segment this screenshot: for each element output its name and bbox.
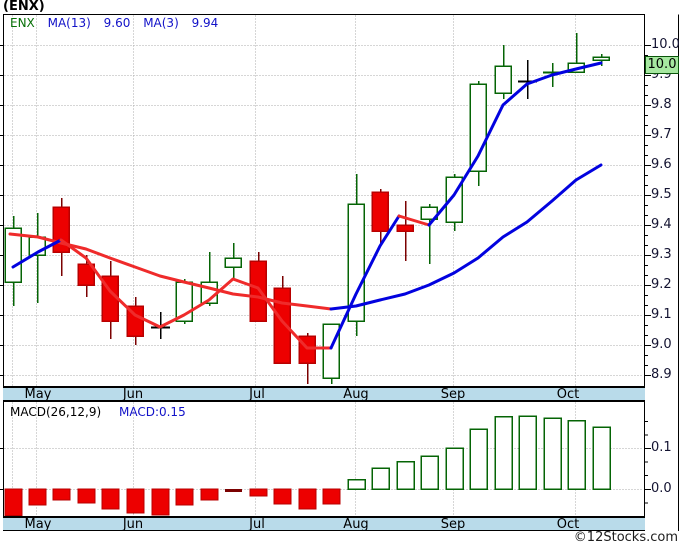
candle-body-down <box>273 287 291 364</box>
macd-bar-negative <box>126 488 145 514</box>
page-title: (ENX) <box>3 0 45 14</box>
macd-bar-negative <box>77 488 96 504</box>
macd-bar-positive <box>518 415 537 490</box>
price-y-label: 9.2 <box>651 277 672 292</box>
current-price-marker: 10.0 <box>645 56 679 74</box>
macd-bar-positive <box>469 428 488 490</box>
candle-body-up <box>347 203 365 322</box>
macd-bar-positive <box>371 467 390 490</box>
macd-bar-negative <box>175 488 194 506</box>
macd-bar-positive <box>567 420 586 490</box>
macd-bar-negative <box>52 488 71 501</box>
candle-body-down <box>126 305 144 337</box>
macd-bar-negative <box>273 488 292 505</box>
macd-bar-negative <box>249 488 268 497</box>
price-y-label: 9.1 <box>651 307 672 322</box>
macd-bar-positive <box>396 461 415 490</box>
candle-body-up <box>592 56 610 61</box>
macd-bar-negative <box>151 488 170 516</box>
month-label-may: May <box>24 387 52 402</box>
legend-ma13-label: MA(13) <box>47 16 91 30</box>
month-label-aug: Aug <box>343 387 369 402</box>
macd-bar-negative <box>200 488 219 501</box>
candle-body-up <box>420 206 438 220</box>
price-y-label: 9.4 <box>651 217 672 232</box>
macd-bar-negative <box>322 488 341 505</box>
macd-bar-negative <box>4 488 23 517</box>
macd-y-label: 0.1 <box>651 440 672 455</box>
price-y-label: 10.0 <box>651 37 680 52</box>
watermark-credit: ©12Stocks.com <box>573 530 678 545</box>
macd-bar-negative <box>28 488 47 506</box>
price-panel-border <box>3 14 645 387</box>
price-y-label: 8.9 <box>651 367 672 382</box>
legend-symbol: ENX <box>10 16 35 30</box>
candle-body-down <box>249 260 267 322</box>
month-label-sep: Sep <box>440 517 466 532</box>
ma3-line-up <box>329 214 401 350</box>
ma3-line-up <box>11 238 63 269</box>
ma3-line-down <box>59 238 333 350</box>
month-label-jul: Jul <box>249 517 265 532</box>
price-legend: ENX MA(13) 9.60 MA(3) 9.94 <box>10 16 227 30</box>
macd-bar-negative <box>101 488 120 510</box>
macd-panel-border <box>3 401 645 517</box>
macd-bar-positive <box>347 479 366 490</box>
candle-body-up <box>4 227 22 283</box>
month-label-may: May <box>24 517 52 532</box>
legend-ma3-value: 9.94 <box>191 16 219 30</box>
candle-body-down <box>77 263 95 286</box>
legend-ma3-label: MA(3) <box>143 16 179 30</box>
candle-body-down <box>371 191 389 232</box>
month-axis-top: May Jun Jul Aug Sep Oct <box>3 387 645 401</box>
macd-bar-negative <box>298 488 317 510</box>
price-y-label: 9.5 <box>651 187 672 202</box>
month-label-jul: Jul <box>249 387 265 402</box>
macd-bar-flat <box>225 489 242 492</box>
candle-body-up <box>224 257 242 268</box>
macd-params-label: MACD(26,12,9) <box>10 405 102 419</box>
macd-y-label: 0.0 <box>651 481 672 496</box>
macd-legend: MACD(26,12,9) MACD:0.15 <box>10 405 186 419</box>
macd-bar-positive <box>592 426 611 490</box>
candle-body-up <box>494 65 512 94</box>
macd-bar-positive <box>420 455 439 490</box>
price-y-label: 9.0 <box>651 337 672 352</box>
ma3-line-up <box>427 61 603 227</box>
ma3-line-down <box>397 214 431 227</box>
macd-bar-positive <box>445 447 464 490</box>
month-label-jun: Jun <box>122 387 144 402</box>
month-label-aug: Aug <box>343 517 369 532</box>
macd-bar-positive <box>494 416 513 490</box>
price-y-label: 9.7 <box>651 127 672 142</box>
month-axis-bottom: May Jun Jul Aug Sep Oct <box>3 517 645 531</box>
price-y-label: 9.8 <box>651 97 672 112</box>
month-label-sep: Sep <box>440 387 466 402</box>
macd-bar-positive <box>543 417 562 490</box>
macd-value-label: MACD:0.15 <box>118 405 186 419</box>
legend-ma13-value: 9.60 <box>103 16 131 30</box>
month-label-jun: Jun <box>122 517 144 532</box>
month-label-oct: Oct <box>556 517 580 532</box>
candle-body-down <box>396 224 414 232</box>
month-label-oct: Oct <box>556 387 580 402</box>
price-y-label: 9.6 <box>651 157 672 172</box>
ma13-line-up <box>329 163 603 311</box>
candle-body-up <box>322 323 340 379</box>
price-y-label: 9.3 <box>651 247 672 262</box>
